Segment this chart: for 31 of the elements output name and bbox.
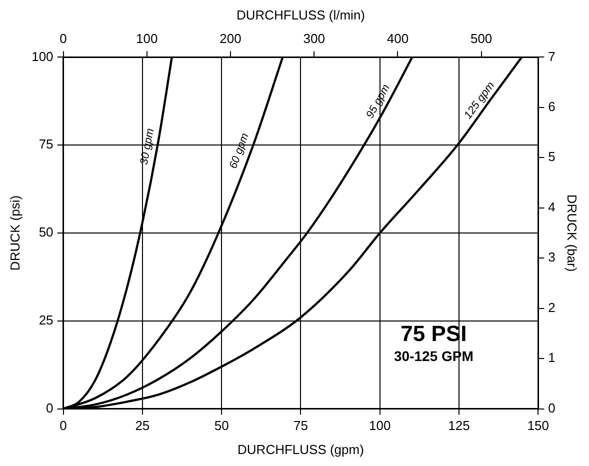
y-tick-label: 0	[46, 400, 54, 416]
y2-tick-label: 7	[548, 48, 556, 64]
y2-tick-label: 0	[548, 400, 556, 416]
x-tick-label: 50	[214, 418, 229, 434]
y-tick-label: 25	[38, 312, 54, 328]
x-tick-label: 125	[448, 418, 470, 434]
x2-tick-label: 100	[136, 30, 158, 46]
y-tick-label: 75	[38, 136, 54, 152]
x2-tick-label: 500	[470, 30, 492, 46]
y-tick-label: 100	[32, 48, 54, 64]
x2-axis-title: DURCHFLUSS (l/min)	[236, 7, 366, 22]
x2-tick-label: 300	[303, 30, 325, 46]
y-axis-title: DRUCK (psi)	[7, 195, 22, 271]
y2-tick-label: 4	[548, 199, 556, 214]
y2-tick-label: 1	[548, 350, 556, 366]
x-axis-title: DURCHFLUSS (gpm)	[238, 442, 364, 457]
x-tick-label: 25	[135, 418, 150, 434]
x-tick-label: 150	[527, 418, 550, 434]
y2-tick-label: 6	[548, 99, 556, 114]
y2-tick-label: 5	[548, 149, 556, 164]
y2-tick-label: 3	[548, 250, 556, 265]
x-tick-label: 100	[369, 418, 391, 434]
x-tick-label: 75	[293, 418, 308, 434]
y2-axis-title: DRUCK (bar)	[564, 194, 580, 272]
x2-tick-label: 200	[220, 30, 242, 46]
y2-tick-label: 2	[548, 300, 556, 315]
x2-tick-label: 0	[60, 30, 67, 46]
x2-tick-label: 400	[386, 30, 409, 46]
text: 60 gpm	[227, 132, 252, 170]
x-tick-label: 0	[60, 418, 67, 434]
y-tick-label: 50	[38, 224, 54, 240]
